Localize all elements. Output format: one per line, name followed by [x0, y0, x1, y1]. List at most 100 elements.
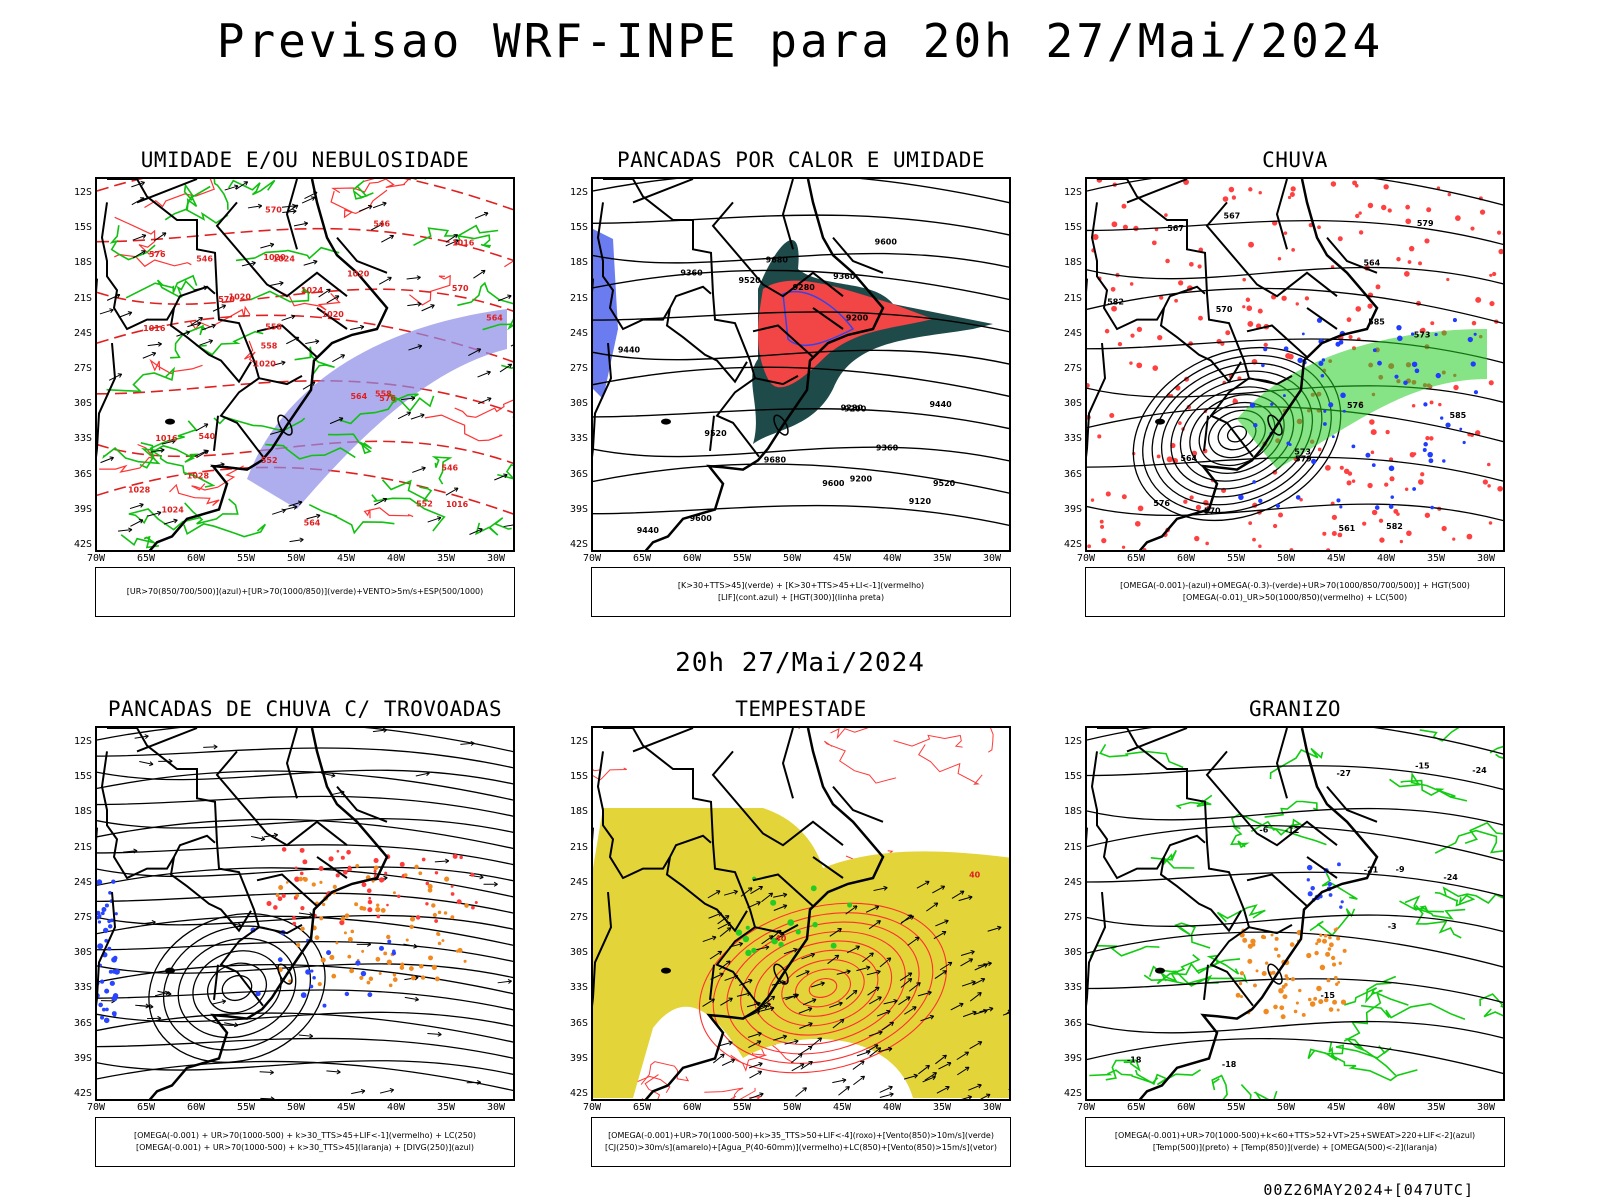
svg-text:-18: -18: [1222, 1060, 1237, 1069]
svg-text:9200: 9200: [850, 475, 873, 484]
lon-tick-label: 30W: [982, 1102, 1002, 1113]
svg-text:9360: 9360: [680, 268, 703, 277]
lon-tick-label: 40W: [1376, 1102, 1396, 1113]
lat-tick-label: 21S: [569, 292, 588, 304]
lat-tick-label: 33S: [569, 982, 588, 994]
lat-tick-label: 27S: [569, 363, 588, 374]
svg-text:558: 558: [375, 390, 392, 399]
lat-tick-label: 36S: [569, 1017, 588, 1029]
lon-tick-label: 60W: [186, 1102, 206, 1113]
legend-pancadas-por-calor-e-umidade: [K>30+TTS>45](verde) + [K>30+TTS>45+LI<-…: [591, 567, 1011, 617]
lon-tick-label: 50W: [286, 1102, 306, 1113]
legend-umidade-e-ou-nebulosidade: [UR>70(850/700/500)](azul)+[UR>70(1000/8…: [95, 567, 515, 617]
legend-line: [OMEGA(-0.001)-(azul)+OMEGA(-0.3)-(verde…: [1120, 581, 1470, 590]
lat-tick-label: 21S: [1063, 841, 1082, 853]
svg-text:1020: 1020: [347, 269, 370, 278]
lon-tick-label: 55W: [1226, 553, 1246, 564]
lon-tick-label: 30W: [982, 553, 1002, 564]
svg-text:564: 564: [350, 392, 367, 401]
lat-tick-label: 18S: [569, 257, 588, 269]
svg-text:567: 567: [1224, 212, 1241, 221]
lon-tick-label: 40W: [386, 553, 406, 564]
lat-tick-label: 15S: [73, 222, 92, 234]
svg-text:579: 579: [1295, 455, 1312, 464]
lat-tick-label: 15S: [1063, 222, 1082, 234]
panel-title-chuva: CHUVA: [1262, 148, 1328, 172]
panel-title-granizo: GRANIZO: [1248, 697, 1341, 721]
map-umidade-e-ou-nebulosidade: 1016 1016 1016 1020 1020 1024 1020 1024 1016 1020…: [95, 177, 515, 552]
lat-tick-label: 27S: [73, 363, 92, 374]
lat-tick-label: 24S: [1063, 327, 1082, 339]
svg-text:-21: -21: [1364, 866, 1379, 875]
svg-text:585: 585: [1450, 411, 1467, 420]
lat-tick-label: 27S: [569, 912, 588, 923]
map-canvas: 585 582 579 576 573 570 567 564 561 573 576 579 582 5…: [1087, 179, 1503, 550]
svg-text:540: 540: [199, 432, 216, 441]
lat-tick-label: 42S: [569, 1088, 588, 1099]
lat-tick-label: 24S: [569, 327, 588, 339]
lat-tick-label: 12S: [569, 187, 588, 198]
lat-tick-label: 42S: [73, 1088, 92, 1099]
lon-tick-label: 45W: [832, 1102, 852, 1113]
svg-text:561: 561: [1339, 524, 1356, 533]
lat-tick-label: 33S: [1063, 982, 1082, 994]
lon-tick-label: 65W: [136, 553, 156, 564]
svg-text:-15: -15: [1415, 761, 1430, 770]
valid-time-subtitle: 20h 27/Mai/2024: [675, 648, 925, 678]
svg-text:1016: 1016: [155, 434, 178, 443]
svg-text:567: 567: [1167, 224, 1184, 233]
svg-text:1024: 1024: [273, 254, 296, 263]
lat-tick-label: 42S: [73, 539, 92, 550]
lon-tick-label: 50W: [1276, 553, 1296, 564]
lat-tick-label: 18S: [73, 257, 92, 269]
lon-tick-label: 35W: [1426, 1102, 1446, 1113]
lat-tick-label: 33S: [1063, 433, 1082, 445]
svg-text:9520: 9520: [738, 276, 761, 285]
svg-text:-12: -12: [1285, 826, 1299, 835]
legend-line: [OMEGA(-0.001)+UR>70(1000-500)+k>35_TTS>…: [608, 1131, 994, 1140]
lat-tick-label: 18S: [1063, 806, 1082, 818]
svg-text:576: 576: [1153, 499, 1170, 508]
lat-tick-label: 39S: [73, 503, 92, 515]
svg-text:40: 40: [775, 934, 787, 943]
lon-tick-label: 65W: [632, 1102, 652, 1113]
lat-tick-label: 30S: [1063, 947, 1082, 959]
lon-tick-label: 70W: [582, 1102, 602, 1113]
lon-tick-label: 70W: [1076, 1102, 1096, 1113]
lat-tick-label: 36S: [569, 468, 588, 480]
lat-tick-label: 27S: [1063, 912, 1082, 923]
svg-text:558: 558: [265, 322, 282, 331]
legend-line: [Temp(500)](preto) + [Temp(850)](verde) …: [1152, 1143, 1438, 1152]
svg-text:-15: -15: [1320, 991, 1335, 1000]
lat-tick-label: 21S: [1063, 292, 1082, 304]
map-canvas: [97, 728, 513, 1099]
svg-text:-3: -3: [1388, 922, 1397, 931]
svg-text:564: 564: [486, 313, 503, 322]
lat-tick-label: 15S: [569, 771, 588, 783]
map-pancadas-de-chuva-c-trovoadas: [95, 726, 515, 1101]
map-pancadas-por-calor-e-umidade: 9680 9680 9600 9520 9440 9600 9440 9360 9520 9600…: [591, 177, 1011, 552]
svg-text:570: 570: [452, 284, 469, 293]
svg-text:582: 582: [1107, 297, 1124, 306]
svg-text:9520: 9520: [933, 479, 956, 488]
svg-text:573: 573: [1414, 330, 1431, 339]
legend-line: [CJ(250)>30m/s](amarelo)+[Agua_P(40-60mm…: [605, 1143, 997, 1152]
lon-tick-label: 70W: [582, 553, 602, 564]
svg-text:-9: -9: [1396, 865, 1405, 874]
svg-text:9600: 9600: [822, 479, 845, 488]
lon-tick-label: 55W: [1226, 1102, 1246, 1113]
map-chuva: 585 582 579 576 573 570 567 564 561 573 576 579 582 5…: [1085, 177, 1505, 552]
lat-tick-label: 24S: [569, 876, 588, 888]
lat-tick-label: 30S: [73, 947, 92, 959]
legend-line: [OMEGA(-0.001)+UR>70(1000-500)+k<60+TTS>…: [1114, 1131, 1476, 1140]
lon-tick-label: 45W: [1326, 553, 1346, 564]
lat-tick-label: 33S: [73, 982, 92, 994]
lat-tick-label: 12S: [1063, 187, 1082, 198]
lat-tick-label: 24S: [1063, 876, 1082, 888]
svg-text:552: 552: [261, 456, 278, 465]
legend-line: [UR>70(850/700/500)](azul)+[UR>70(1000/8…: [126, 587, 484, 596]
lon-tick-label: 40W: [386, 1102, 406, 1113]
lon-tick-label: 35W: [436, 1102, 456, 1113]
lon-tick-label: 60W: [1176, 1102, 1196, 1113]
lat-tick-label: 42S: [569, 539, 588, 550]
